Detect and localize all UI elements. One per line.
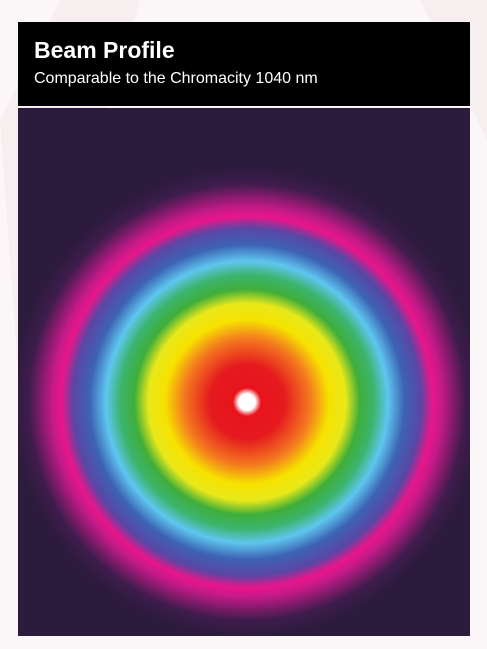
subtitle: Comparable to the Chromacity 1040 nm [34, 68, 470, 90]
beam-image [18, 108, 470, 636]
beam-card: Beam Profile Comparable to the Chromacit… [18, 22, 470, 636]
title: Beam Profile [34, 36, 470, 64]
beam-rings [18, 108, 470, 636]
header: Beam Profile Comparable to the Chromacit… [18, 22, 470, 106]
page: Beam Profile Comparable to the Chromacit… [0, 0, 487, 649]
